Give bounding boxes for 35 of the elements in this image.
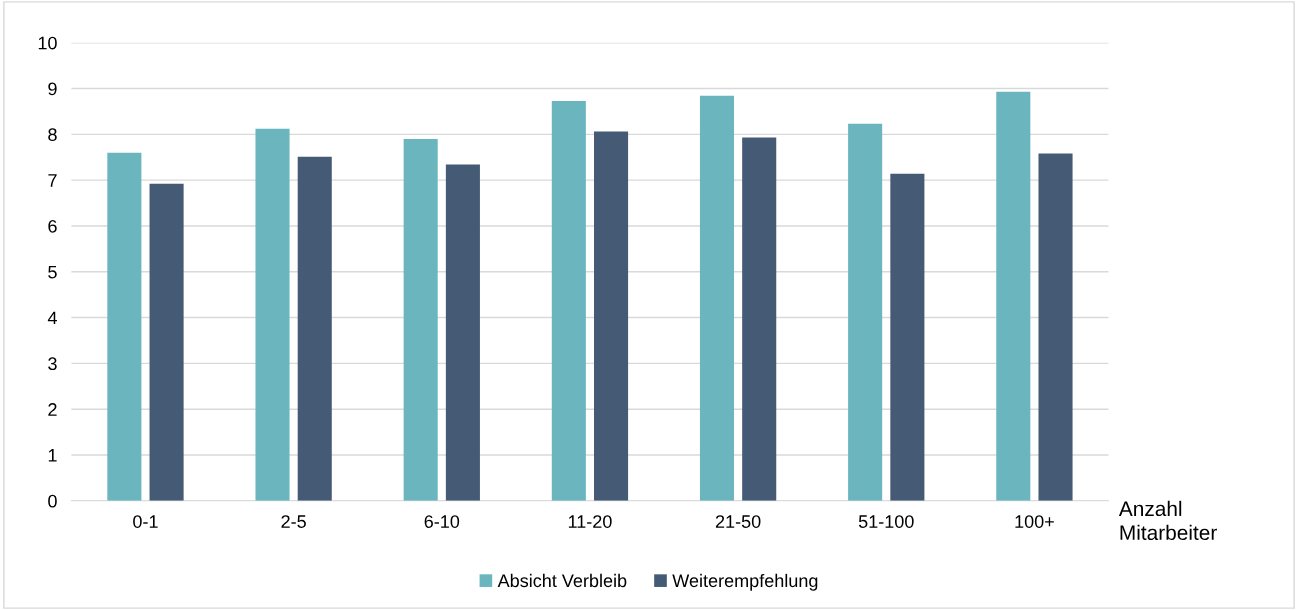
bar [255, 128, 290, 501]
y-tick-label: 10 [38, 36, 57, 50]
x-tick-label: 0-1 [133, 515, 158, 528]
bar [445, 164, 480, 501]
bar [149, 183, 184, 501]
y-tick-label: 3 [48, 357, 57, 371]
y-tick-label: 7 [48, 174, 57, 187]
bar [107, 152, 142, 501]
legend-label: Absicht Verbleib [497, 573, 627, 588]
legend-label: Weiterempfehlung [672, 573, 818, 591]
y-tick-label: 1 [48, 449, 57, 462]
bar [594, 131, 629, 501]
x-tick-label: 6-10 [424, 515, 460, 528]
bar [297, 156, 332, 501]
y-tick-label: 9 [48, 82, 57, 96]
y-tick-label: 2 [48, 403, 57, 416]
bar [403, 138, 438, 501]
y-tick-label: 8 [48, 128, 57, 142]
x-tick-label: 2-5 [281, 515, 306, 528]
x-axis-title: Anzahl Mitarbeiter [1118, 500, 1217, 541]
y-tick-label: 4 [47, 311, 57, 325]
y-tick-label: 6 [48, 219, 57, 233]
bar [890, 173, 925, 501]
x-tick-label: 11-20 [568, 515, 612, 528]
bar [996, 91, 1031, 501]
y-tick-label: 5 [48, 265, 57, 279]
x-tick-label: 21-50 [715, 515, 761, 528]
y-tick-label: 0 [48, 494, 57, 508]
bar [699, 95, 735, 501]
bar [551, 100, 586, 501]
x-tick-label: 51-100 [858, 515, 914, 528]
bar [742, 137, 777, 501]
x-tick-label: 100+ [1015, 515, 1054, 528]
bar [848, 123, 883, 501]
bar [1038, 153, 1073, 501]
